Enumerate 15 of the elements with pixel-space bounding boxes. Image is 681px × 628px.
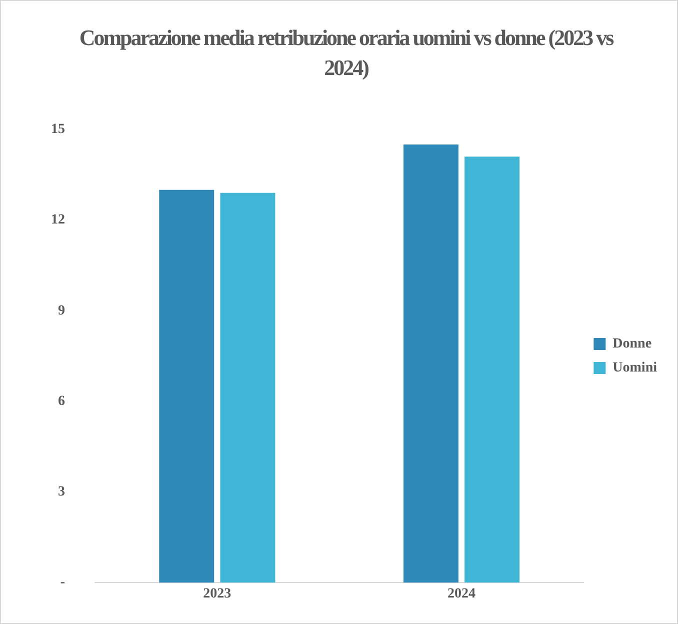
y-tick-label: 9 <box>58 303 65 318</box>
x-tick-label: 2024 <box>447 586 476 602</box>
y-tick-label: 6 <box>58 394 65 409</box>
bar <box>159 190 214 583</box>
bar <box>403 144 458 583</box>
bar <box>220 192 276 583</box>
chart-title: Comparazione media retribuzione oraria uomini vs donne (2023 vs 2024) <box>78 24 614 82</box>
legend-label: Uomini <box>612 360 658 376</box>
y-tick-label: 12 <box>51 212 65 228</box>
y-tick-label: 3 <box>58 484 65 500</box>
x-tick-label: 2023 <box>203 586 232 602</box>
legend-label: Donne <box>612 336 652 352</box>
bar <box>464 156 520 583</box>
y-tick-label: 15 <box>51 122 65 138</box>
y-tick-label: - <box>60 575 66 590</box>
